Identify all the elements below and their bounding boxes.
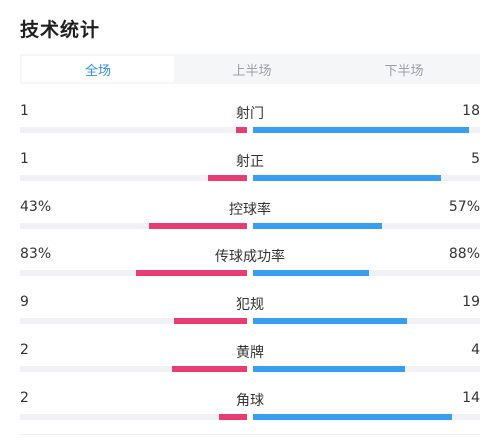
- home-bar-fill: [208, 174, 247, 181]
- home-bar-fill: [136, 270, 247, 277]
- away-bar-track: [253, 127, 480, 133]
- home-value: 1: [20, 150, 29, 167]
- home-value: 1: [20, 103, 29, 119]
- stat-row: 1 射正 5: [20, 151, 480, 187]
- away-bar-track: [253, 270, 480, 277]
- home-bar-track: [20, 366, 247, 372]
- divider: [20, 434, 480, 435]
- away-bar-fill: [253, 366, 405, 372]
- away-bar-track: [253, 366, 480, 372]
- home-bar-track: [20, 270, 247, 277]
- away-bar-fill: [253, 318, 407, 325]
- home-bar-fill: [219, 413, 247, 420]
- away-bar-track: [253, 174, 480, 181]
- home-value: 2: [20, 342, 29, 358]
- stat-row: 2 角球 14: [20, 390, 480, 426]
- away-value: 5: [471, 150, 480, 167]
- stat-row: 9 犯规 19: [20, 294, 480, 330]
- away-value: 4: [471, 342, 480, 358]
- away-value: 19: [462, 294, 480, 311]
- away-value: 88%: [448, 246, 480, 263]
- away-bar-fill: [253, 174, 441, 181]
- away-bar-track: [253, 222, 480, 229]
- home-value: 43%: [20, 198, 52, 215]
- stat-label: 射门: [236, 106, 264, 122]
- stat-row: 83% 传球成功率 88%: [20, 246, 480, 282]
- away-value: 18: [462, 103, 480, 119]
- home-bar-track: [20, 127, 247, 133]
- home-bar-track: [20, 318, 247, 325]
- away-bar-fill: [253, 270, 369, 277]
- stat-label: 角球: [236, 392, 264, 409]
- away-bar-track: [253, 318, 480, 325]
- stat-row: 43% 控球率 57%: [20, 199, 480, 235]
- home-value: 2: [20, 389, 29, 406]
- tab-full-match[interactable]: 全场: [22, 56, 174, 82]
- stat-label: 传球成功率: [215, 249, 285, 266]
- home-bar-fill: [174, 318, 247, 325]
- stat-label: 黄牌: [236, 345, 264, 361]
- stat-label: 射正: [236, 153, 264, 170]
- page-title: 技术统计: [20, 19, 101, 41]
- tab-second-half[interactable]: 下半场: [384, 63, 424, 79]
- away-bar-fill: [253, 413, 452, 420]
- home-bar-track: [20, 413, 247, 420]
- stat-label: 控球率: [229, 201, 271, 218]
- home-bar-fill: [236, 127, 247, 133]
- away-value: 57%: [448, 198, 480, 215]
- stat-row: 1 射门 18: [20, 103, 480, 139]
- period-tabs: 全场 上半场 下半场: [20, 54, 480, 84]
- away-bar-fill: [253, 127, 469, 133]
- stat-label: 犯规: [236, 297, 264, 314]
- tab-first-half[interactable]: 上半场: [232, 63, 272, 79]
- home-value: 9: [20, 294, 29, 311]
- stat-row: 2 黄牌 4: [20, 342, 480, 378]
- away-bar-track: [253, 413, 480, 420]
- home-bar-track: [20, 174, 247, 181]
- away-bar-fill: [253, 222, 382, 229]
- away-value: 14: [462, 389, 480, 406]
- home-bar-fill: [149, 222, 247, 229]
- home-value: 83%: [20, 246, 52, 263]
- home-bar-track: [20, 222, 247, 229]
- home-bar-fill: [172, 366, 247, 372]
